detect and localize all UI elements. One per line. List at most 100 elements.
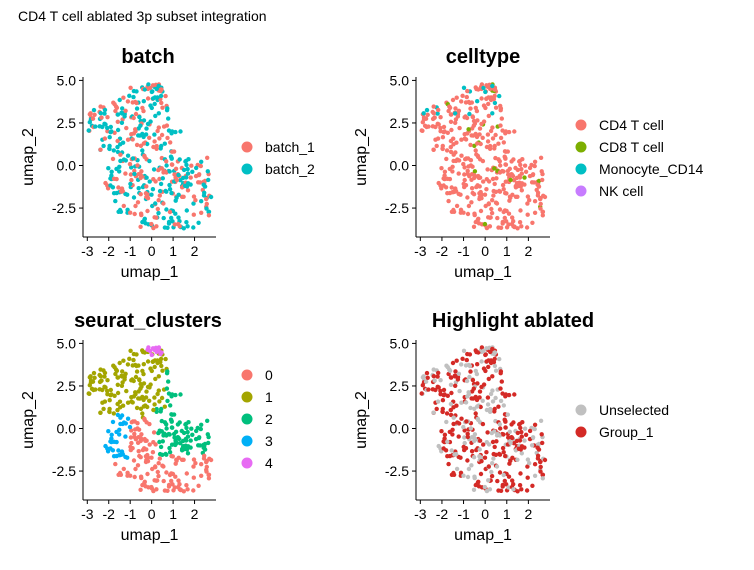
scatter-points [86, 345, 214, 494]
data-point [465, 88, 470, 94]
data-point [145, 196, 151, 201]
data-point [185, 429, 190, 435]
data-point [527, 461, 532, 466]
data-point [503, 419, 508, 424]
legend-label: Unselected [599, 402, 669, 418]
data-point [117, 164, 122, 169]
data-point [92, 112, 97, 118]
data-point [176, 215, 181, 220]
data-point [153, 113, 158, 119]
data-point [497, 470, 503, 475]
data-point [471, 455, 477, 460]
data-point [503, 453, 508, 459]
data-point [108, 124, 114, 130]
y-tick-label: 0.0 [57, 158, 77, 174]
data-point [165, 135, 170, 141]
data-point [128, 444, 133, 450]
data-point [542, 457, 548, 463]
data-point [538, 206, 543, 211]
data-point [493, 395, 498, 401]
data-point [136, 133, 141, 138]
data-point [456, 108, 462, 114]
data-point [163, 93, 168, 99]
data-point [502, 215, 507, 221]
data-point [191, 457, 197, 462]
data-point [149, 484, 154, 490]
data-point [501, 403, 506, 408]
data-point [485, 430, 490, 435]
data-point [157, 193, 162, 198]
data-point [152, 364, 157, 370]
legend: CD4 T cell CD8 T cell Monocyte_CD14 NK cell [575, 117, 703, 199]
data-point [518, 471, 523, 476]
data-point [167, 445, 172, 451]
data-point [184, 483, 189, 488]
data-point [538, 464, 543, 470]
data-point [482, 192, 488, 197]
data-point [139, 212, 144, 218]
data-point [506, 222, 511, 227]
data-point [511, 420, 516, 425]
data-point [98, 111, 103, 116]
x-tick-label: 2 [191, 243, 199, 259]
data-point [467, 363, 473, 369]
data-point [497, 189, 503, 194]
data-point [464, 357, 469, 363]
data-point [103, 385, 108, 390]
data-point [110, 419, 116, 425]
data-point [532, 159, 538, 164]
data-point [519, 188, 524, 193]
data-point [164, 123, 170, 128]
data-point [155, 128, 160, 134]
data-point [202, 190, 207, 195]
data-point [188, 175, 193, 180]
data-point [199, 473, 204, 478]
data-point [160, 439, 165, 444]
data-point [488, 128, 494, 134]
data-point [138, 224, 143, 229]
data-point [193, 198, 198, 203]
data-point [456, 434, 461, 439]
data-point [540, 209, 545, 215]
data-point [492, 87, 497, 92]
data-point [490, 399, 496, 404]
data-point [457, 125, 462, 131]
data-point [467, 100, 473, 106]
data-point [477, 389, 483, 394]
data-point [133, 390, 138, 395]
data-point [115, 138, 120, 144]
data-point [458, 455, 463, 460]
data-point [161, 201, 166, 206]
data-point [540, 472, 545, 478]
data-point [157, 456, 162, 461]
data-point [135, 200, 141, 205]
data-point [466, 203, 472, 209]
panel-title: celltype [446, 46, 520, 68]
data-point [188, 438, 193, 443]
data-point [173, 166, 179, 171]
data-point [124, 388, 129, 394]
data-point [475, 217, 480, 222]
x-tick-label: -3 [414, 243, 427, 259]
data-point [194, 428, 199, 434]
data-point [133, 127, 138, 132]
data-point [156, 198, 161, 203]
data-point [484, 450, 489, 455]
data-point [168, 403, 173, 408]
data-point [158, 166, 163, 171]
data-point [125, 99, 131, 104]
data-point [199, 159, 204, 164]
data-point [208, 194, 214, 200]
data-point [99, 378, 104, 383]
data-point [138, 487, 143, 492]
data-point [129, 440, 134, 446]
data-point [147, 348, 153, 354]
data-point [530, 483, 535, 488]
data-point [151, 488, 156, 494]
data-point [464, 115, 470, 121]
data-point [127, 356, 132, 361]
data-point [450, 169, 455, 174]
data-point [462, 177, 467, 183]
data-point [479, 459, 484, 464]
data-point [440, 135, 446, 140]
